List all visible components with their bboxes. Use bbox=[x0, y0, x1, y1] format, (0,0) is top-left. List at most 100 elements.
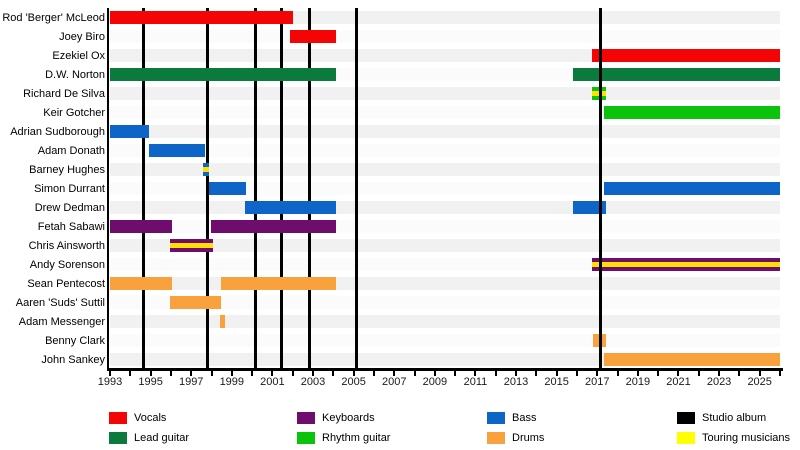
axis-tick bbox=[575, 371, 578, 376]
row-stripe bbox=[110, 144, 780, 157]
member-tenure-bar bbox=[110, 277, 172, 290]
axis-tick-label: 2003 bbox=[300, 376, 326, 388]
member-tenure-bar bbox=[209, 182, 247, 195]
legend-swatch bbox=[677, 432, 695, 444]
axis-tick bbox=[474, 371, 477, 376]
row-stripe bbox=[110, 296, 780, 309]
axis-tick bbox=[393, 371, 396, 376]
member-tenure-bar bbox=[148, 144, 206, 157]
axis-tick-label: 2017 bbox=[585, 376, 610, 388]
axis-tick-label: 2025 bbox=[747, 376, 772, 388]
axis-tick-label: 2001 bbox=[260, 376, 285, 388]
axis-tick-label: 2011 bbox=[463, 376, 488, 388]
legend-label: Bass bbox=[512, 412, 537, 424]
row-stripe bbox=[110, 201, 780, 214]
legend: Vocals Lead guitar Keyboards Rhythm guitar B… bbox=[0, 405, 800, 450]
member-tenure-bar bbox=[203, 163, 210, 176]
studio-album-line bbox=[253, 8, 257, 369]
axis-tick bbox=[718, 371, 721, 376]
member-name-label: D.W. Norton bbox=[45, 68, 105, 81]
axis-tick-label: 2021 bbox=[666, 376, 691, 388]
y-axis-line bbox=[107, 8, 109, 370]
member-tenure-bar bbox=[572, 68, 780, 81]
legend-item: Vocals bbox=[109, 412, 289, 425]
legend-label: Vocals bbox=[134, 412, 167, 424]
legend-item: Keyboards bbox=[297, 412, 477, 425]
member-name-label: Adam Donath bbox=[37, 144, 105, 157]
legend-item: Rhythm guitar bbox=[297, 432, 477, 445]
member-tenure-bar bbox=[245, 201, 337, 214]
member-tenure-bar bbox=[169, 296, 221, 309]
legend-swatch bbox=[297, 432, 315, 444]
member-tenure-bar bbox=[169, 239, 213, 252]
member-tenure-bar bbox=[604, 353, 780, 366]
x-axis-line bbox=[107, 368, 783, 371]
member-tenure-bar bbox=[110, 11, 293, 24]
legend-swatch bbox=[109, 432, 127, 444]
axis-tick bbox=[129, 371, 132, 376]
member-name-label: Adrian Sudborough bbox=[10, 125, 105, 138]
axis-tick bbox=[251, 371, 254, 376]
legend-swatch bbox=[487, 412, 505, 424]
legend-swatch bbox=[297, 412, 315, 424]
member-tenure-bar bbox=[604, 182, 780, 195]
member-name-label: Richard De Silva bbox=[23, 87, 105, 100]
axis-tick bbox=[413, 371, 416, 376]
axis-tick bbox=[291, 371, 294, 376]
member-name-label: Drew Dedman bbox=[34, 201, 105, 214]
member-tenure-bar bbox=[592, 258, 780, 271]
axis-tick bbox=[779, 371, 781, 376]
member-name-label: Sean Pentecost bbox=[27, 277, 105, 290]
axis-tick-label: 2023 bbox=[706, 376, 732, 388]
axis-tick-label: 2019 bbox=[625, 376, 651, 388]
row-stripe bbox=[110, 87, 780, 100]
axis-tick bbox=[352, 371, 355, 376]
member-name-label: Adam Messenger bbox=[18, 315, 105, 328]
studio-album-line bbox=[598, 8, 602, 369]
axis-tick bbox=[454, 371, 457, 376]
axis-tick bbox=[230, 371, 233, 376]
axis-tick bbox=[494, 371, 497, 376]
member-tenure-bar bbox=[110, 68, 337, 81]
axis-tick-label: 2009 bbox=[422, 376, 448, 388]
axis-tick-label: 2013 bbox=[503, 376, 529, 388]
studio-album-line bbox=[205, 8, 209, 369]
row-stripe bbox=[110, 239, 780, 252]
legend-label: Drums bbox=[512, 432, 545, 444]
legend-swatch bbox=[487, 432, 505, 444]
axis-tick bbox=[555, 371, 558, 376]
legend-label: Rhythm guitar bbox=[322, 432, 391, 444]
studio-album-line bbox=[280, 8, 284, 369]
axis-tick bbox=[210, 371, 213, 376]
axis-tick bbox=[657, 371, 660, 376]
axis-tick bbox=[697, 371, 700, 376]
member-name-label: Joey Biro bbox=[59, 30, 105, 43]
axis-tick bbox=[109, 371, 111, 376]
member-tenure-bar bbox=[604, 106, 780, 119]
axis-tick-label: 1995 bbox=[138, 376, 163, 388]
legend-item: Lead guitar bbox=[109, 432, 289, 445]
axis-tick bbox=[636, 371, 639, 376]
legend-swatch bbox=[109, 412, 127, 424]
axis-tick bbox=[149, 371, 152, 376]
axis-tick bbox=[332, 371, 335, 376]
axis-tick bbox=[271, 371, 274, 376]
axis-tick bbox=[312, 371, 315, 376]
member-tenure-bar bbox=[210, 220, 337, 233]
member-tenure-bar bbox=[110, 220, 172, 233]
member-tenure-bar bbox=[110, 125, 149, 138]
axis-tick bbox=[738, 371, 741, 376]
row-stripe bbox=[110, 125, 780, 138]
member-name-label: Fetah Sabawi bbox=[37, 220, 105, 233]
row-stripe bbox=[110, 277, 780, 290]
axis-tick bbox=[596, 371, 599, 376]
axis-tick bbox=[372, 371, 375, 376]
axis-tick bbox=[616, 371, 619, 376]
row-stripe bbox=[110, 163, 780, 176]
axis-tick bbox=[515, 371, 518, 376]
member-name-label: Benny Clark bbox=[45, 334, 105, 347]
legend-item: Bass bbox=[487, 412, 667, 425]
member-tenure-bar bbox=[572, 201, 607, 214]
row-stripe bbox=[110, 30, 780, 43]
